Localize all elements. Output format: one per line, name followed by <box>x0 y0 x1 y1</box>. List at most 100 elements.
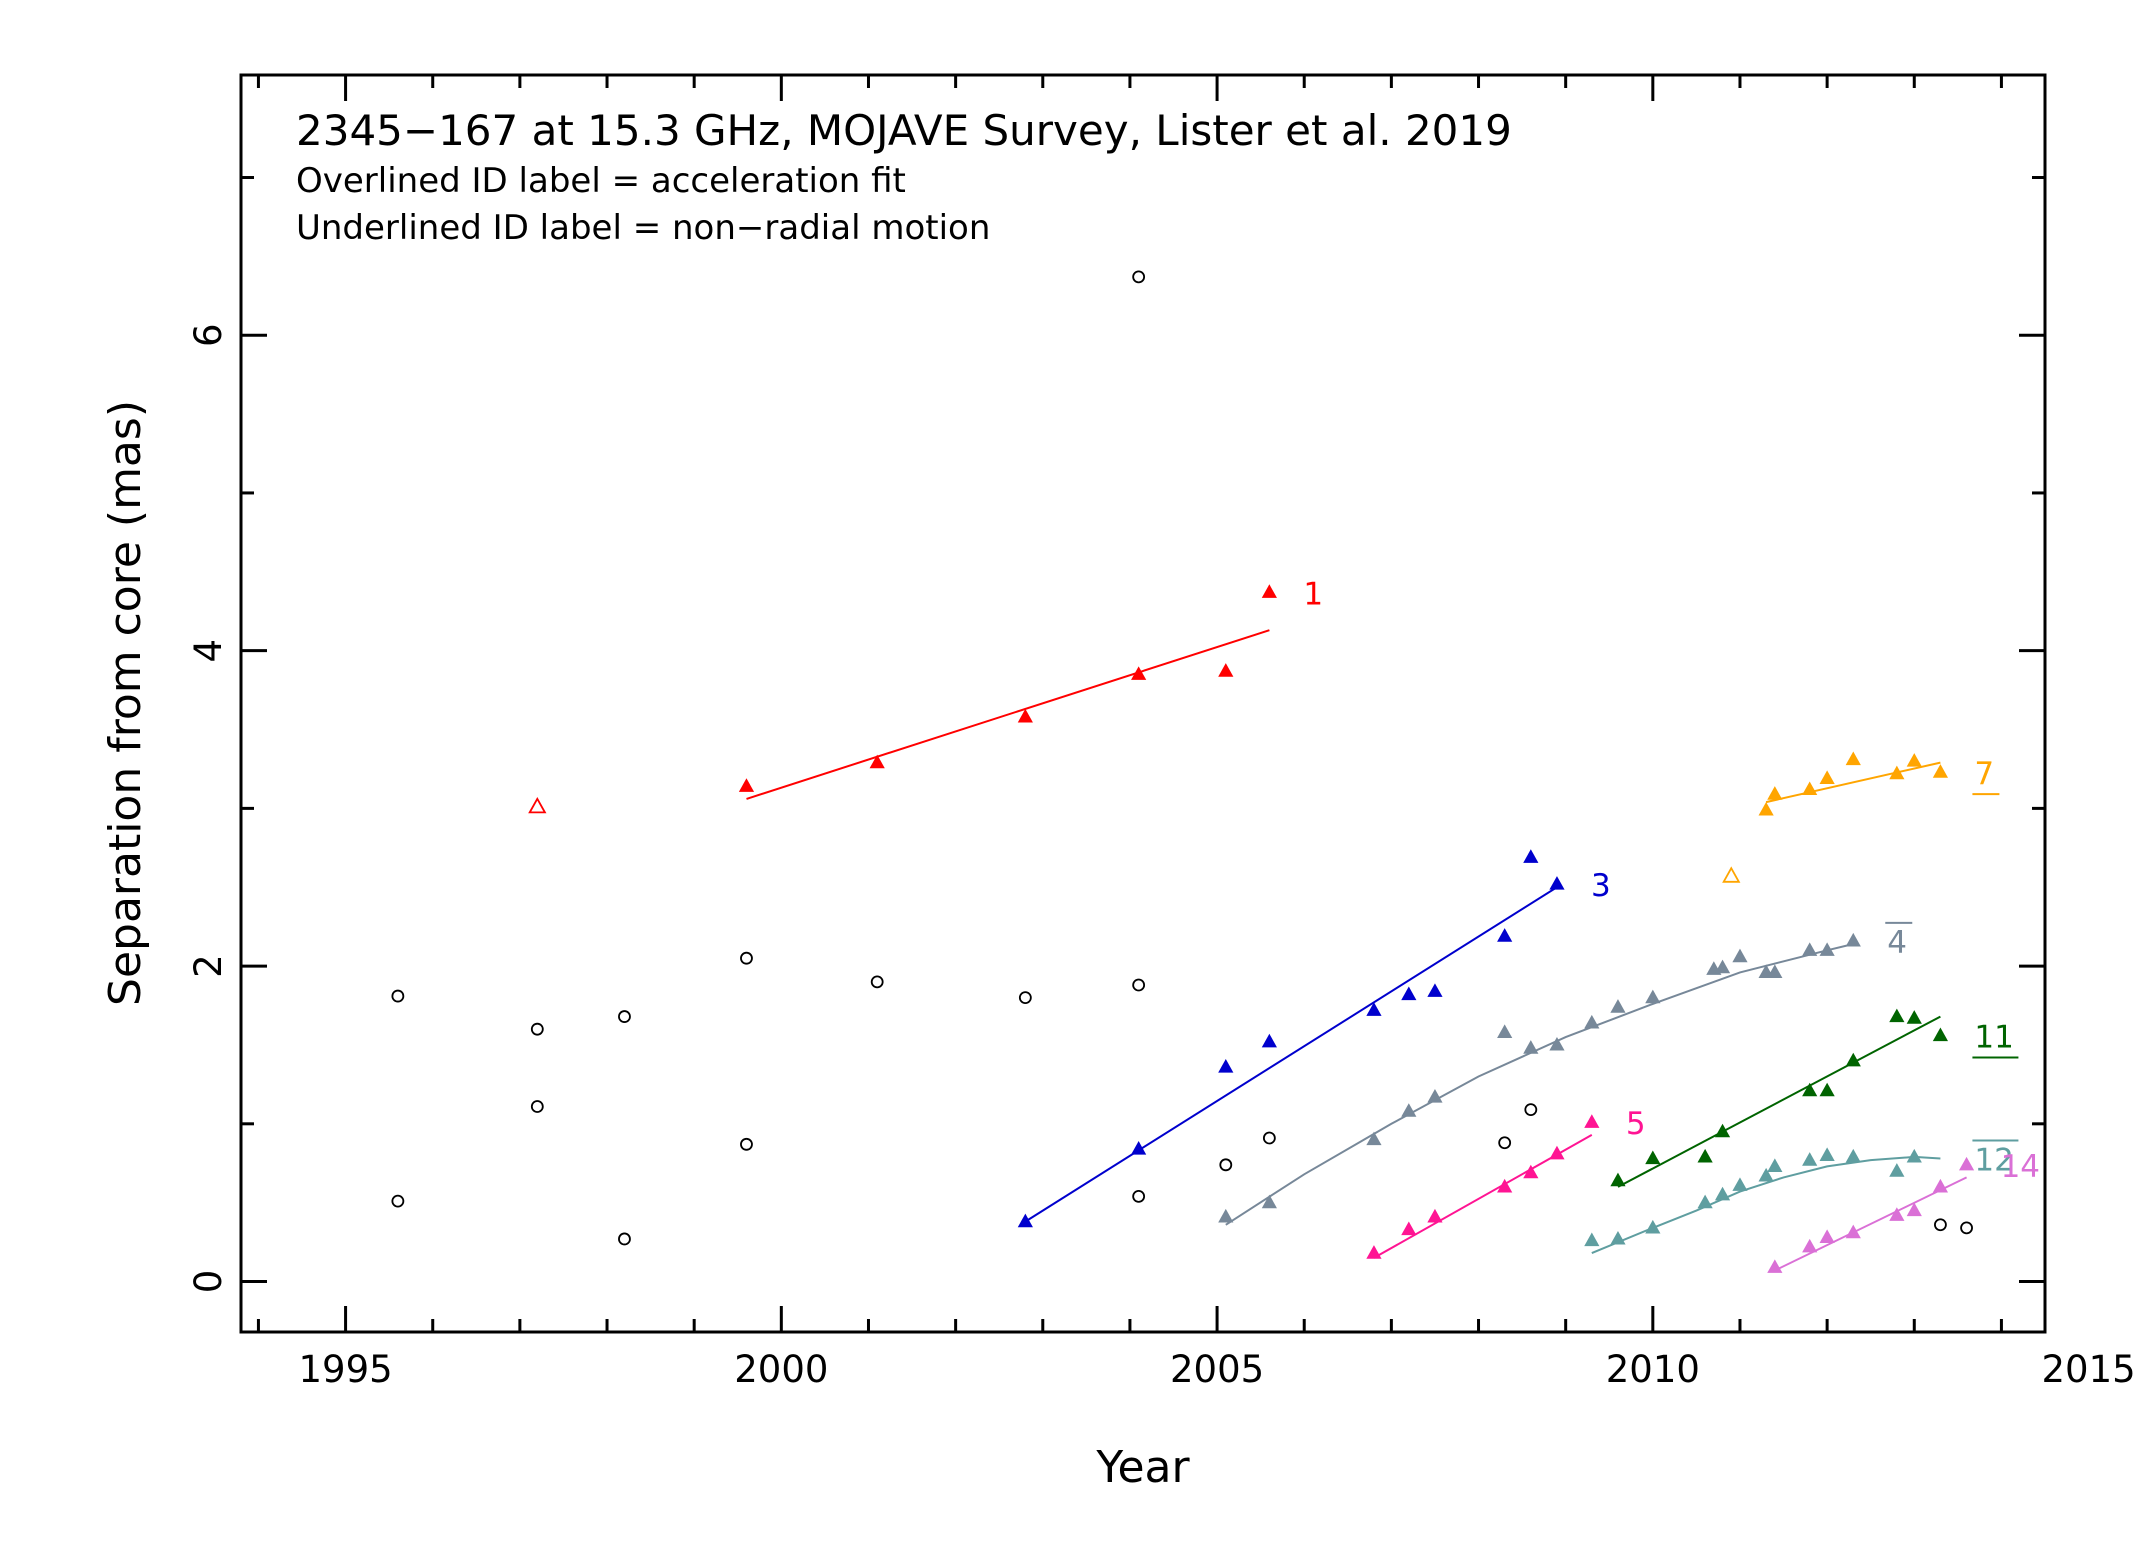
fit-line-11 <box>1617 1015 1941 1188</box>
unfit-point-marker <box>740 951 753 965</box>
marker-12 <box>1697 1194 1713 1209</box>
unfit-point-marker <box>391 1194 405 1208</box>
marker-11 <box>1819 1082 1835 1097</box>
marker-11 <box>1845 1052 1861 1067</box>
y-axis-tick-labels: 0 2 4 6 <box>187 323 230 1293</box>
x-axis-ticks <box>256 75 2003 1332</box>
marker-14 <box>1958 1156 1975 1171</box>
marker-5 <box>1401 1221 1417 1236</box>
marker-3 <box>1549 876 1565 890</box>
marker-12 <box>1610 1230 1626 1245</box>
marker-4 <box>1549 1036 1565 1051</box>
x-tick-label: 1995 <box>298 1348 392 1391</box>
marker-12 <box>1906 1148 1922 1163</box>
marker-11 <box>1645 1150 1661 1165</box>
marker-12 <box>1584 1232 1600 1247</box>
fit-line-3 <box>1024 886 1558 1223</box>
fit-line-12 <box>1591 1155 1941 1255</box>
x-axis-tick-labels: 1995 2000 2005 2010 2015 <box>298 1348 2135 1391</box>
marker-4 <box>1610 999 1626 1013</box>
marker-5 <box>1549 1145 1565 1160</box>
marker-14 <box>1845 1224 1861 1239</box>
y-tick-label: 0 <box>187 1270 230 1294</box>
unfit-point-marker <box>870 975 884 989</box>
marker-3 <box>1427 983 1443 997</box>
marker-11 <box>1802 1082 1818 1097</box>
marker-1 <box>738 778 755 792</box>
x-tick-label: 2015 <box>2041 1348 2135 1391</box>
marker-5 <box>1366 1245 1382 1259</box>
marker-7 <box>1932 764 1949 778</box>
marker-12 <box>1767 1158 1783 1172</box>
marker-7 <box>1889 765 1905 780</box>
component-label: 4 <box>1887 925 1907 961</box>
y-tick-label: 6 <box>187 323 230 347</box>
marker-3 <box>1131 1141 1147 1155</box>
note-underline: Underlined ID label = non−radial motion <box>296 208 990 248</box>
x-tick-label: 2005 <box>1170 1348 1264 1391</box>
marker-4 <box>1645 989 1661 1004</box>
marker-3 <box>1261 1033 1277 1048</box>
chart-title: 2345−167 at 15.3 GHz, MOJAVE Survey, Lis… <box>296 106 1512 155</box>
unfit-point-marker <box>740 1137 753 1151</box>
marker-7 <box>1767 786 1783 800</box>
marker-1 <box>1218 663 1234 677</box>
marker-3 <box>1366 1002 1382 1016</box>
marker-4 <box>1767 964 1783 979</box>
marker-4 <box>1584 1014 1600 1029</box>
marker-11 <box>1697 1148 1713 1163</box>
component-label: 3 <box>1591 868 1611 904</box>
marker-4 <box>1261 1194 1277 1209</box>
marker-14 <box>1767 1259 1783 1273</box>
marker-4 <box>1732 948 1748 963</box>
marker-3 <box>1017 1213 1033 1228</box>
marker-7 <box>1906 753 1922 767</box>
marker-14 <box>1932 1178 1949 1193</box>
marker-4 <box>1427 1089 1443 1103</box>
marker-12 <box>1732 1177 1748 1191</box>
unfit-point-marker <box>1132 270 1146 284</box>
component-label: 11 <box>1974 1019 2013 1055</box>
marker-11 <box>1906 1010 1922 1024</box>
marker-1 <box>1261 584 1277 598</box>
marker-4 <box>1401 1103 1417 1117</box>
component-label: 7 <box>1974 756 1994 792</box>
x-tick-label: 2000 <box>734 1348 828 1391</box>
marker-4 <box>1366 1131 1382 1146</box>
marker-4 <box>1819 942 1835 956</box>
marker-5 <box>1523 1164 1539 1179</box>
marker-7 <box>1758 801 1774 816</box>
marker-3 <box>1497 928 1513 942</box>
marker-4 <box>1218 1208 1234 1223</box>
y-axis-ticks <box>241 176 2045 1284</box>
component-label: 12 <box>1974 1143 2013 1179</box>
marker-12 <box>1758 1167 1774 1182</box>
unfit-point-marker <box>1219 1158 1233 1172</box>
marker-12 <box>1845 1148 1861 1163</box>
y-tick-label: 4 <box>187 639 230 663</box>
x-tick-label: 2010 <box>1606 1348 1700 1391</box>
marker-1 <box>869 754 885 769</box>
y-tick-label: 2 <box>187 954 230 978</box>
unfit-point-marker <box>1132 1189 1146 1203</box>
fit-line-4 <box>1225 943 1854 1226</box>
component-label: 14 <box>2001 1149 2040 1185</box>
marker-11 <box>1889 1008 1905 1023</box>
marker-4 <box>1497 1024 1513 1038</box>
marker-12 <box>1645 1219 1661 1234</box>
marker-5 <box>1584 1114 1600 1128</box>
unfit-point-marker <box>618 1010 631 1023</box>
marker-7 <box>1802 781 1818 796</box>
marker-11 <box>1714 1123 1731 1138</box>
unfit-point-marker <box>1262 1131 1276 1145</box>
unfit-point-marker <box>1934 1218 1947 1232</box>
marker-3 <box>1218 1059 1234 1073</box>
open-marker-7 <box>1722 866 1741 883</box>
marker-12 <box>1819 1147 1835 1161</box>
marker-4 <box>1523 1040 1539 1054</box>
note-overline: Overlined ID label = acceleration fit <box>296 161 906 201</box>
unfit-point-marker <box>618 1232 631 1246</box>
unfit-points <box>391 270 1973 1246</box>
